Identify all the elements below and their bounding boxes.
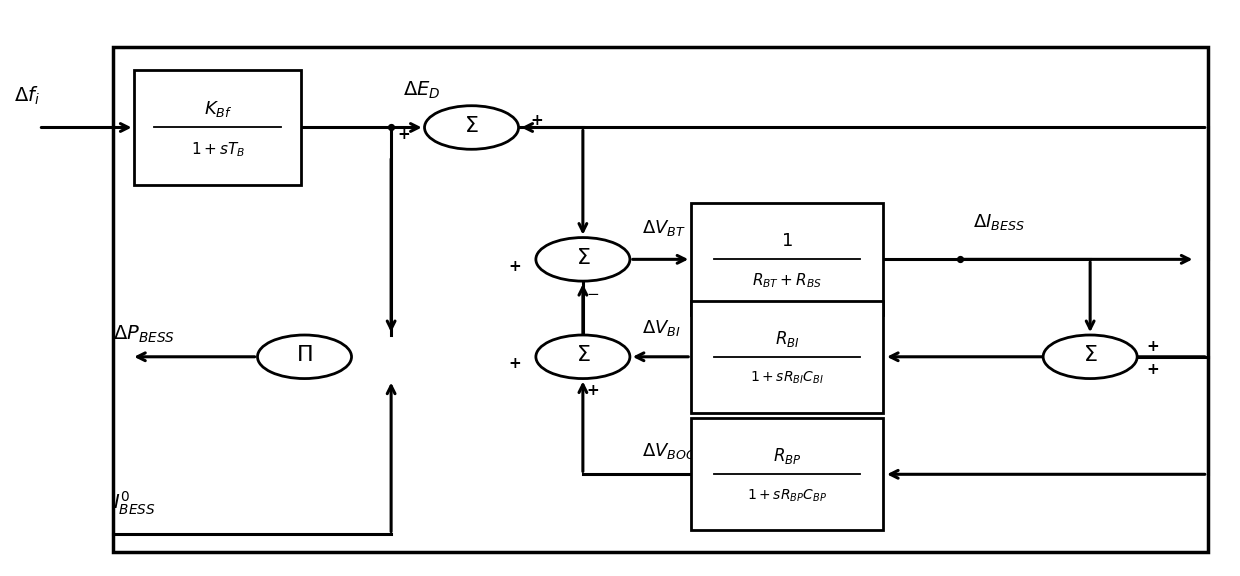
Text: +: + <box>397 127 410 142</box>
Text: +: + <box>508 259 521 274</box>
Text: $\Delta f_i$: $\Delta f_i$ <box>14 85 40 107</box>
Text: $R_{BT}+R_{BS}$: $R_{BT}+R_{BS}$ <box>751 271 822 290</box>
Text: $\Delta V_{BOC}$: $\Delta V_{BOC}$ <box>642 441 696 461</box>
Text: $1+sR_{BI}C_{BI}$: $1+sR_{BI}C_{BI}$ <box>750 370 823 386</box>
Text: +: + <box>1147 339 1159 354</box>
Text: $\Sigma$: $\Sigma$ <box>575 344 590 366</box>
Text: $\Delta P_{BESS}$: $\Delta P_{BESS}$ <box>113 323 175 344</box>
Text: +: + <box>531 113 543 128</box>
Text: +: + <box>587 382 599 397</box>
Text: $I^0_{BESS}$: $I^0_{BESS}$ <box>113 489 155 517</box>
Text: $R_{BI}$: $R_{BI}$ <box>775 329 800 349</box>
Text: $\Delta E_D$: $\Delta E_D$ <box>403 79 441 101</box>
Text: $\Delta V_{BI}$: $\Delta V_{BI}$ <box>642 318 681 338</box>
Text: $1+sR_{BP}C_{BP}$: $1+sR_{BP}C_{BP}$ <box>746 487 827 504</box>
Text: $\Sigma$: $\Sigma$ <box>575 247 590 268</box>
Text: $\Sigma$: $\Sigma$ <box>464 115 479 137</box>
Bar <box>134 70 301 185</box>
Text: +: + <box>1147 362 1159 377</box>
Bar <box>691 418 883 530</box>
Bar <box>691 301 883 412</box>
Text: $\Delta V_{BT}$: $\Delta V_{BT}$ <box>642 218 686 238</box>
Bar <box>113 47 1208 552</box>
Text: $R_{BP}$: $R_{BP}$ <box>773 446 801 467</box>
Text: $1+sT_{B}$: $1+sT_{B}$ <box>191 140 246 158</box>
Text: $\Sigma$: $\Sigma$ <box>1083 344 1097 366</box>
Text: $-$: $-$ <box>587 285 599 300</box>
Text: +: + <box>508 356 521 371</box>
Bar <box>691 203 883 315</box>
Text: $1$: $1$ <box>781 233 792 251</box>
Text: $\Delta I_{BESS}$: $\Delta I_{BESS}$ <box>972 212 1024 232</box>
Circle shape <box>536 237 630 281</box>
Circle shape <box>424 106 518 149</box>
Text: $K_{Bf}$: $K_{Bf}$ <box>203 99 232 119</box>
Circle shape <box>536 335 630 378</box>
Circle shape <box>258 335 351 378</box>
Text: $\Pi$: $\Pi$ <box>296 344 312 366</box>
Circle shape <box>1043 335 1137 378</box>
